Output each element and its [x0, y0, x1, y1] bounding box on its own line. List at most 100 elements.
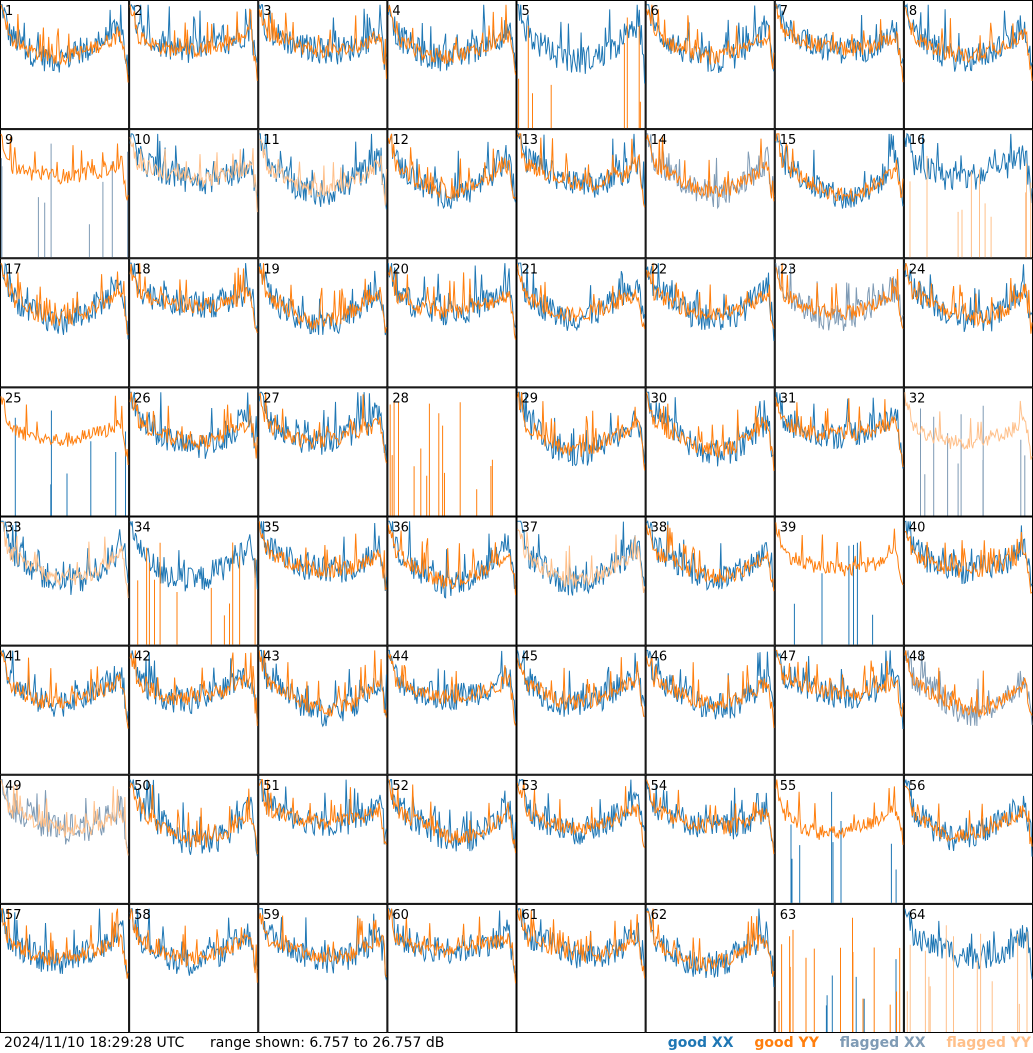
panel-label: 10 [134, 133, 151, 148]
trace-yy [258, 263, 387, 333]
panel-label: 33 [5, 521, 22, 536]
panel-label: 44 [392, 650, 409, 665]
panel-frame [516, 516, 646, 646]
panel-frame [129, 903, 259, 1033]
panel-frame [903, 258, 1033, 388]
panel-label: 60 [392, 908, 409, 923]
panel-frame [387, 645, 517, 775]
panel-label: 27 [263, 391, 280, 406]
panel-label: 29 [522, 391, 539, 406]
panel-57: 57 [0, 903, 130, 1033]
panel-frame [774, 258, 904, 388]
trace-yy [646, 4, 775, 70]
trace-yy [517, 657, 645, 717]
panel-frame [645, 258, 775, 388]
trace-yy [258, 521, 387, 591]
trace-yy [646, 908, 775, 977]
panel-frame [516, 903, 646, 1033]
trace-xx [14, 410, 126, 516]
trace-xx [130, 391, 258, 459]
panel-11: 11 [258, 129, 388, 259]
panel-label: 7 [780, 4, 788, 19]
panel-12: 12 [387, 129, 517, 259]
panel-label: 38 [651, 521, 668, 536]
panel-label: 16 [909, 133, 926, 148]
panel-label: 28 [392, 391, 409, 406]
panel-5: 5 [516, 0, 646, 130]
trace-xx [646, 779, 775, 850]
panel-frame [645, 903, 775, 1033]
panel-label: 55 [780, 779, 797, 794]
trace-yy [129, 908, 258, 983]
panel-label: 35 [263, 521, 280, 536]
panel-label: 46 [651, 650, 668, 665]
panel-label: 52 [392, 779, 409, 794]
trace-yy [0, 521, 129, 599]
trace-yy [0, 133, 129, 201]
trace-yy [904, 6, 1033, 81]
panel-31: 31 [774, 387, 904, 517]
trace-xx [904, 132, 1033, 204]
panel-58: 58 [129, 903, 259, 1033]
trace-xx [646, 133, 775, 210]
panel-55: 55 [774, 774, 904, 904]
trace-yy [906, 925, 1028, 1032]
trace-xx [517, 132, 646, 208]
trace-yy [517, 392, 646, 471]
trace-xx [904, 908, 1033, 980]
panel-38: 38 [645, 516, 775, 646]
panel-41: 41 [0, 645, 130, 775]
panel-label: 14 [651, 133, 668, 148]
panel-8: 8 [903, 0, 1033, 130]
panel-3: 3 [258, 0, 388, 130]
trace-yy [137, 542, 256, 645]
panel-label: 53 [522, 779, 539, 794]
panel-frame [129, 387, 259, 517]
panel-label: 2 [134, 4, 142, 19]
panel-label: 37 [522, 521, 539, 536]
trace-yy [387, 525, 516, 596]
panel-frame [516, 258, 646, 388]
footer: 2024/11/10 18:29:28 UTC range shown: 6.7… [0, 1033, 1033, 1053]
trace-yy [517, 264, 646, 329]
panel-label: 32 [909, 391, 926, 406]
trace-yy [904, 262, 1033, 334]
panel-label: 9 [5, 133, 13, 148]
panel-54: 54 [645, 774, 775, 904]
trace-xx [793, 542, 874, 645]
panel-frame [645, 774, 775, 904]
panel-frame [258, 0, 388, 130]
panel-frame [0, 387, 130, 517]
trace-xx [259, 133, 387, 210]
trace-yy [517, 779, 646, 849]
trace-xx [1, 779, 129, 849]
trace-yy [258, 779, 387, 846]
trace-yy [775, 4, 904, 83]
trace-xx [129, 521, 258, 592]
trace-xx [517, 391, 646, 467]
panel-label: 23 [780, 262, 797, 277]
panel-frame [516, 129, 646, 259]
trace-yy [646, 134, 775, 202]
panel-label: 6 [651, 4, 659, 19]
panel-17: 17 [0, 258, 130, 388]
panel-label: 58 [134, 908, 151, 923]
panel-45: 45 [516, 645, 646, 775]
panel-label: 5 [522, 4, 530, 19]
panel-label: 50 [134, 779, 151, 794]
panel-frame [258, 387, 388, 517]
panel-label: 15 [780, 133, 797, 148]
trace-yy [904, 785, 1033, 847]
panel-frame [129, 129, 259, 259]
panel-label: 40 [909, 521, 926, 536]
range-readout: range shown: 6.757 to 26.757 dB [210, 1035, 445, 1051]
panel-37: 37 [516, 516, 646, 646]
panel-frame [903, 516, 1033, 646]
trace-xx [646, 519, 775, 591]
trace-xx [0, 649, 129, 723]
panel-label: 62 [651, 908, 668, 923]
panel-label: 8 [909, 4, 917, 19]
trace-xx [258, 4, 387, 70]
trace-xx [904, 650, 1033, 727]
